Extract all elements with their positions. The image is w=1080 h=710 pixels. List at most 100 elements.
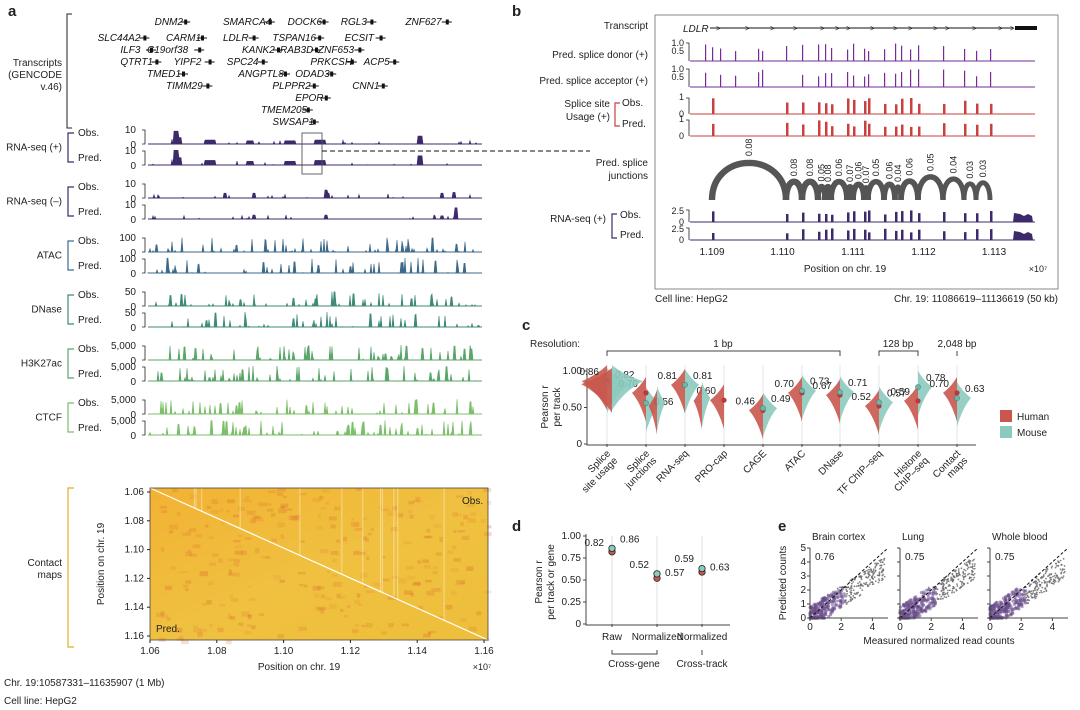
- scatter-point: [945, 596, 948, 599]
- contact-cell: [189, 553, 198, 558]
- contact-cell: [244, 630, 252, 635]
- b-xlabel: Position on chr. 19: [804, 264, 887, 275]
- scatter-point: [833, 606, 837, 610]
- scatter-point: [960, 585, 963, 588]
- scatter-point: [877, 562, 880, 565]
- usage-spike: [901, 124, 904, 136]
- contact-cell: [225, 639, 232, 645]
- scatter-point: [843, 599, 847, 603]
- contact-cell: [208, 536, 214, 540]
- contact-cell: [391, 576, 399, 579]
- footer-cell-a: Cell line: HepG2: [4, 696, 77, 707]
- contact-cell: [247, 614, 253, 617]
- usage-spike: [847, 123, 850, 136]
- scatter-point: [964, 575, 967, 577]
- rnaseq-spike: [901, 211, 904, 222]
- contact-cell: [356, 593, 361, 598]
- scatter-point: [967, 566, 970, 569]
- scatter-point: [957, 568, 960, 570]
- scatter-point: [1028, 590, 1031, 593]
- contact-cell: [179, 635, 183, 641]
- scatter-point: [1060, 563, 1063, 566]
- contact-cell: [193, 625, 199, 629]
- row-label-obs: Obs.: [78, 290, 99, 301]
- scatter-point: [961, 581, 964, 584]
- junction-value-label: 0.06: [905, 158, 915, 176]
- splice-junction-arc: [708, 159, 790, 201]
- scatter-point: [1063, 570, 1066, 573]
- scatter-point: [998, 600, 1002, 604]
- scatter-point: [1056, 577, 1059, 579]
- rnaseq-bracket: [611, 213, 617, 239]
- transcripts-label: Transcripts: [13, 58, 62, 69]
- scatter-point: [932, 587, 936, 591]
- scatter-point: [868, 568, 870, 571]
- axis-tick-ymin: 0: [130, 356, 136, 367]
- scatter-point: [1041, 575, 1043, 578]
- signal-track: [147, 257, 482, 274]
- b-xtick: 1.111: [841, 247, 865, 258]
- violin-human: [581, 368, 612, 413]
- contact-cell: [460, 522, 464, 526]
- median-mouse: [876, 399, 882, 406]
- group-bracket: [67, 294, 74, 325]
- contact-cell: [160, 611, 165, 616]
- contact-cell: [299, 583, 304, 587]
- scatter-point: [920, 600, 924, 604]
- scatter-point: [850, 596, 852, 599]
- y-axis: [686, 209, 690, 222]
- group-bracket: [67, 348, 74, 379]
- value-label-human: 0.86: [580, 367, 600, 378]
- scatter-point: [862, 585, 864, 587]
- contact-cell: [413, 581, 421, 585]
- violin-mouse: [612, 365, 643, 411]
- scatter-point: [1035, 577, 1038, 579]
- contact-cell: [171, 489, 180, 492]
- splice-prob-spike: [705, 44, 707, 61]
- contact-cell: [205, 524, 209, 528]
- scatter-point: [951, 573, 954, 575]
- usage-spike: [918, 126, 921, 136]
- e-correlation-label: 0.75: [905, 552, 925, 563]
- scatter-point: [850, 591, 853, 594]
- usage-spike: [910, 98, 913, 114]
- rnaseq-spike: [868, 232, 871, 240]
- scatter-point: [1051, 565, 1054, 568]
- scatter-point: [1044, 581, 1047, 584]
- rnaseq-spike: [918, 213, 921, 222]
- rnaseq-spike: [910, 232, 913, 240]
- rnaseq-spike: [918, 229, 921, 240]
- contact-cell: [235, 545, 243, 549]
- scatter-point: [845, 588, 847, 591]
- splice-junction-arc: [915, 174, 946, 201]
- exon-mark: [370, 19, 374, 25]
- b-multiplier: ×10⁷: [1029, 264, 1048, 274]
- scatter-point: [1061, 569, 1064, 572]
- gene-label: ANGPTL8: [237, 69, 284, 80]
- contact-cell: [390, 527, 398, 532]
- contact-cell: [319, 548, 329, 554]
- scatter-point: [952, 586, 955, 589]
- scatter-point: [830, 602, 834, 607]
- contact-cell: [189, 494, 198, 500]
- contact-cell: [350, 522, 359, 528]
- scatter-point: [1051, 582, 1054, 585]
- axis-tick-ymin: 0: [130, 194, 136, 205]
- row-label-pred: Pred.: [78, 207, 102, 218]
- junction-value-label: 0.05: [871, 159, 881, 177]
- scatter-point: [959, 580, 962, 583]
- scatter-point: [882, 569, 885, 572]
- scatter-point: [953, 575, 956, 578]
- junction-value-label: 0.03: [965, 161, 975, 179]
- contact-cell: [317, 607, 327, 610]
- contact-cell: [413, 582, 421, 586]
- contact-cell: [227, 613, 232, 619]
- strand-arrow-icon: >: [820, 24, 825, 33]
- y-axis: [142, 345, 146, 361]
- scatter-point: [875, 564, 878, 567]
- contact-cell: [172, 488, 178, 493]
- contact-cell: [184, 588, 189, 592]
- e-ytick: 3: [800, 571, 806, 582]
- splice-prob-spike: [864, 76, 866, 87]
- scatter-point: [853, 592, 856, 595]
